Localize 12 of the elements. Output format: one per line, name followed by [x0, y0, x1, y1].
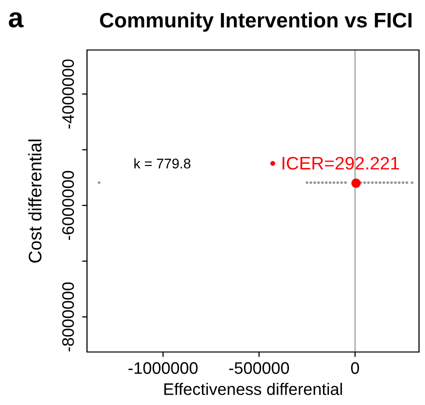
x-tick-label: -1000000	[128, 362, 198, 374]
y-tick-label: -6000000	[62, 170, 74, 240]
x-axis-title: Effectiveness differential	[164, 382, 342, 396]
y-tick-label: -4000000	[62, 59, 74, 128]
annotation: k = 779.8	[134, 158, 190, 168]
annotation: • ICER=292.221	[270, 156, 400, 170]
text: a	[8, 12, 24, 28]
x-tick-label: 0	[351, 362, 360, 374]
y-tick-label: -8000000	[62, 282, 74, 352]
y-axis-title: Cost differential	[28, 140, 42, 263]
chart-title: Community Intervention vs FICI	[100, 12, 412, 32]
x-tick-label: -500000	[229, 362, 289, 374]
